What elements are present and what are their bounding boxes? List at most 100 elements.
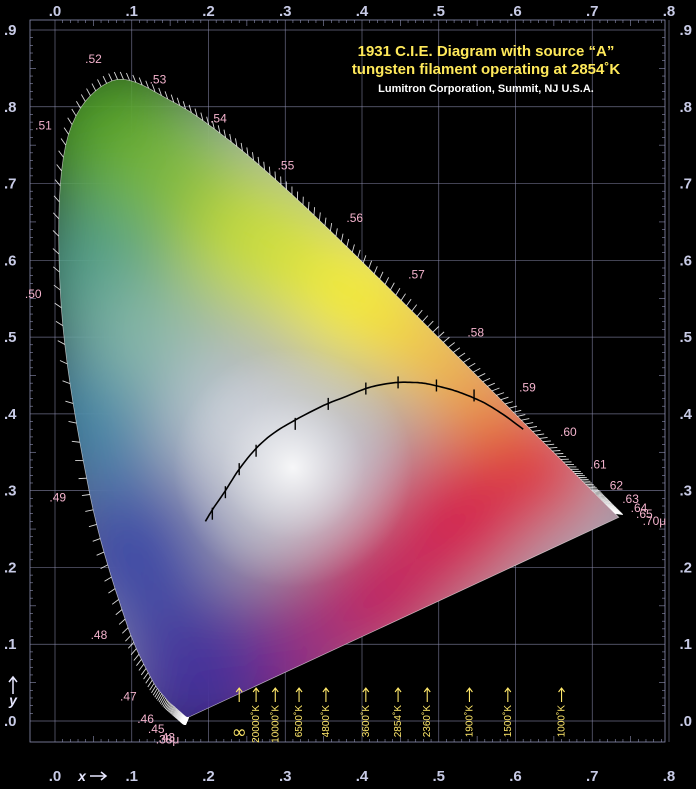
- y-tick-label-right: .9: [679, 22, 692, 39]
- wavelength-tick: [602, 500, 611, 502]
- wavelength-label: .57: [408, 267, 425, 281]
- wavelength-tick: [136, 659, 142, 666]
- wavelength-tick: [609, 507, 618, 510]
- wavelength-tick: [604, 502, 613, 505]
- wavelength-tick: [496, 392, 505, 396]
- wavelength-tick: [175, 711, 181, 719]
- wavelength-tick: [427, 320, 434, 328]
- spectral-gamut-fill: [58, 79, 619, 718]
- wavelength-tick: [145, 80, 150, 89]
- wavelength-tick: [448, 342, 455, 348]
- x-tick-label-top: .6: [509, 3, 522, 20]
- wavelength-tick: [65, 400, 74, 404]
- wavelength-tick: [175, 710, 180, 719]
- y-tick-label-left: .3: [4, 483, 17, 500]
- wavelength-tick: [163, 700, 169, 709]
- planckian-locus: [204, 376, 524, 522]
- wavelength-tick: [390, 282, 395, 291]
- wavelength-tick: [532, 429, 541, 432]
- cct-label: 1000˚K: [556, 705, 568, 738]
- wavelength-tick: [52, 212, 60, 219]
- x-tick-label-bottom: .7: [586, 768, 599, 785]
- x-tick-label-bottom: .6: [509, 768, 522, 785]
- x-tick-label-bottom: .3: [279, 768, 292, 785]
- cct-arrow-icon: [394, 687, 402, 702]
- wavelength-tick: [212, 120, 215, 129]
- wavelength-tick: [172, 708, 178, 717]
- wavelength-tick: [542, 440, 551, 443]
- y-tick-label-left: .7: [4, 176, 17, 193]
- y-tick-label-right: .3: [679, 483, 692, 500]
- cct-arrow-icon: [362, 687, 370, 702]
- wavelength-tick: [152, 688, 158, 696]
- wavelength-tick: [166, 703, 172, 712]
- x-tick-label-top: .4: [356, 3, 369, 20]
- wavelength-label: .51: [35, 118, 52, 132]
- wavelength-label: .61: [590, 457, 607, 471]
- wavelength-tick: [223, 129, 227, 138]
- y-tick-label-left: .4: [4, 406, 17, 423]
- wavelength-tick: [115, 609, 123, 616]
- cct-label: 1900˚K: [463, 705, 475, 738]
- wavelength-tick: [528, 426, 538, 429]
- wavelength-tick: [240, 142, 243, 151]
- x-tick-label-top: .5: [432, 3, 445, 20]
- x-tick-label-top: .8: [663, 3, 676, 20]
- white-point-glow: [172, 347, 413, 588]
- wavelength-tick: [346, 238, 350, 247]
- wavelength-tick: [174, 709, 179, 718]
- wavelength-tick: [605, 503, 614, 506]
- x-tick-label-bottom: .1: [125, 768, 138, 785]
- wavelength-tick: [52, 266, 60, 273]
- wavelength-tick: [472, 367, 481, 373]
- wavelength-tick: [552, 450, 561, 452]
- wavelength-tick: [437, 331, 445, 338]
- wavelength-tick: [155, 691, 161, 700]
- wavelength-label: .50: [25, 287, 42, 301]
- x-tick-label-top: .0: [49, 3, 62, 20]
- wavelength-tick: [111, 599, 119, 605]
- wavelength-label: .53: [150, 72, 167, 86]
- cct-arrow-icon: [295, 687, 303, 702]
- planckian-locus-line: [204, 381, 524, 522]
- y-tick-label-right: .5: [679, 329, 692, 346]
- x-axis-label: x: [77, 768, 87, 784]
- wavelength-tick: [588, 486, 597, 489]
- wavelength-tick: [598, 496, 607, 499]
- wavelength-tick: [80, 94, 86, 102]
- wavelength-tick: [140, 668, 147, 676]
- wavelength-tick: [432, 326, 440, 333]
- wavelength-tick: [58, 150, 64, 158]
- wavelength-tick: [188, 104, 192, 113]
- wavelength-tick: [151, 685, 157, 694]
- y-axis-label: y: [8, 692, 18, 708]
- wavelength-tick: [602, 501, 612, 503]
- wavelength-tick: [257, 156, 260, 165]
- cct-arrow-icon: [252, 687, 260, 702]
- cct-arrow-icon: [235, 687, 243, 702]
- wavelength-tick: [149, 683, 155, 691]
- x-tick-label-top: .3: [279, 3, 292, 20]
- wavelength-tick: [482, 377, 491, 383]
- wavelength-tick: [55, 321, 64, 326]
- wavelength-tick: [525, 422, 534, 425]
- wavelength-tick: [595, 493, 604, 495]
- y-tick-label-right: .6: [679, 252, 692, 269]
- x-tick-label-bottom: .0: [49, 768, 62, 785]
- wavelength-label: 62: [610, 479, 624, 493]
- wavelength-tick: [324, 217, 327, 226]
- wavelength-tick: [246, 147, 249, 156]
- x-tick-label-bottom: .8: [663, 768, 676, 785]
- wavelength-tick: [170, 706, 175, 715]
- wavelength-tick: [104, 576, 112, 582]
- cct-arrow-icon: [271, 687, 279, 702]
- wavelength-tick: [592, 490, 601, 493]
- wavelength-label: .64: [631, 501, 648, 515]
- y-tick-label-right: .7: [679, 176, 692, 193]
- wavelength-tick: [91, 83, 97, 91]
- y-tick-label-left: .1: [4, 636, 17, 653]
- wavelength-tick: [121, 627, 129, 634]
- wavelength-tick: [357, 249, 361, 258]
- y-tick-label-left: .0: [4, 713, 17, 730]
- wavelength-tick: [329, 222, 333, 231]
